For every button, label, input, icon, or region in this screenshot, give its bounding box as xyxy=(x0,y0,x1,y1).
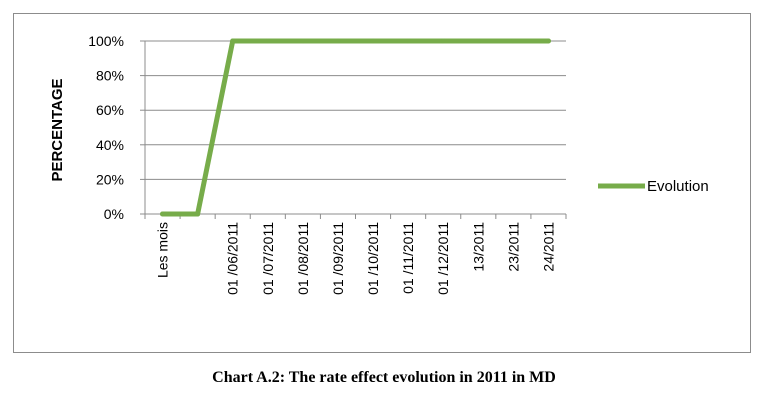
chart-frame xyxy=(13,13,751,353)
data-point xyxy=(300,38,306,44)
data-point xyxy=(195,211,201,217)
series xyxy=(160,38,551,217)
y-axis-label: PERCENTAGE xyxy=(49,78,66,181)
data-point xyxy=(160,211,166,217)
x-tick-label: 01 /07/2011 xyxy=(260,222,276,295)
x-tick-label: 01 /11/2011 xyxy=(400,222,416,294)
legend-label-evolution: Evolution xyxy=(647,178,709,195)
y-tick-label: 0% xyxy=(104,206,124,222)
x-tick-label: 01 /12/2011 xyxy=(435,222,451,295)
x-tick-label: 24/2011 xyxy=(540,222,556,272)
x-tick-label: 01 /06/2011 xyxy=(225,222,241,295)
y-tick-label: 20% xyxy=(96,171,124,187)
x-tick-label: 23/2011 xyxy=(505,222,521,272)
y-tick-label: 100% xyxy=(88,33,124,49)
data-point xyxy=(230,38,236,44)
x-tick-label: 01 /09/2011 xyxy=(330,222,346,295)
data-point xyxy=(475,38,481,44)
data-point xyxy=(440,38,446,44)
data-point xyxy=(545,38,551,44)
y-tick-label: 40% xyxy=(96,137,124,153)
y-tick-label: 60% xyxy=(96,102,124,118)
data-point xyxy=(510,38,516,44)
y-tick-labels: 0% 20% 40% 60% 80% 100% xyxy=(88,33,124,222)
x-tick-label: 01 /10/2011 xyxy=(365,222,381,295)
x-tick-label: 13/2011 xyxy=(470,222,486,272)
chart-caption: Chart A.2: The rate effect evolution in … xyxy=(212,369,556,386)
y-tick-label: 80% xyxy=(96,68,124,84)
x-tick-labels: Les mois 01 /06/2011 01 /07/2011 01 /08/201… xyxy=(155,222,557,295)
series-line-evolution xyxy=(160,38,551,217)
x-tick-label: 01 /08/2011 xyxy=(295,222,311,295)
data-point xyxy=(405,38,411,44)
x-tick-label: Les mois xyxy=(155,222,171,278)
data-point xyxy=(335,38,341,44)
data-point xyxy=(265,38,271,44)
data-point xyxy=(370,38,376,44)
legend: Evolution xyxy=(598,178,709,195)
